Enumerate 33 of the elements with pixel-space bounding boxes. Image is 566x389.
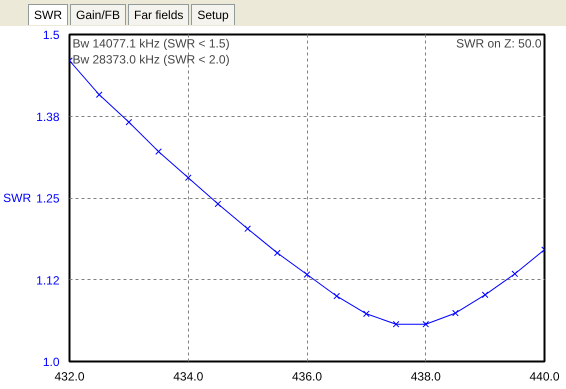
x-tick-label: 436.0 bbox=[292, 370, 322, 384]
point bbox=[274, 250, 281, 256]
annotation: Bw 14077.1 kHz (SWR < 1.5) bbox=[72, 36, 230, 50]
x-tick-label: 434.0 bbox=[173, 370, 204, 384]
point bbox=[333, 292, 340, 300]
y-axis-title: SWR bbox=[3, 191, 32, 205]
point bbox=[482, 291, 488, 298]
point bbox=[363, 310, 370, 318]
y-tick-label: 1.38 bbox=[36, 110, 60, 124]
point bbox=[184, 174, 192, 182]
x-tick-label: 438.0 bbox=[410, 370, 442, 384]
point bbox=[244, 225, 251, 232]
y-tick-label: 1.5 bbox=[42, 28, 60, 42]
point bbox=[214, 200, 222, 208]
annotation: Bw 28373.0 kHz (SWR < 2.0) bbox=[72, 52, 230, 66]
point bbox=[452, 310, 459, 316]
text: SWR bbox=[28, 4, 68, 25]
point bbox=[392, 320, 400, 328]
point bbox=[511, 270, 518, 278]
point bbox=[155, 148, 162, 155]
point bbox=[304, 271, 310, 278]
point bbox=[96, 91, 103, 98]
point bbox=[126, 118, 132, 126]
y-tick-label: 1.0 bbox=[42, 355, 60, 369]
annotation: SWR on Z: 50.0 bbox=[456, 36, 542, 50]
text: Gain/FB bbox=[70, 4, 126, 25]
y-tick-label: 1.25 bbox=[36, 192, 60, 206]
y-tick-label: 1.12 bbox=[36, 273, 60, 288]
x-tick-label: 440.0 bbox=[529, 370, 560, 384]
point bbox=[422, 320, 430, 328]
text: Setup bbox=[191, 4, 235, 25]
x-tick-label: 432.0 bbox=[54, 370, 85, 384]
text: Far fields bbox=[128, 4, 190, 25]
